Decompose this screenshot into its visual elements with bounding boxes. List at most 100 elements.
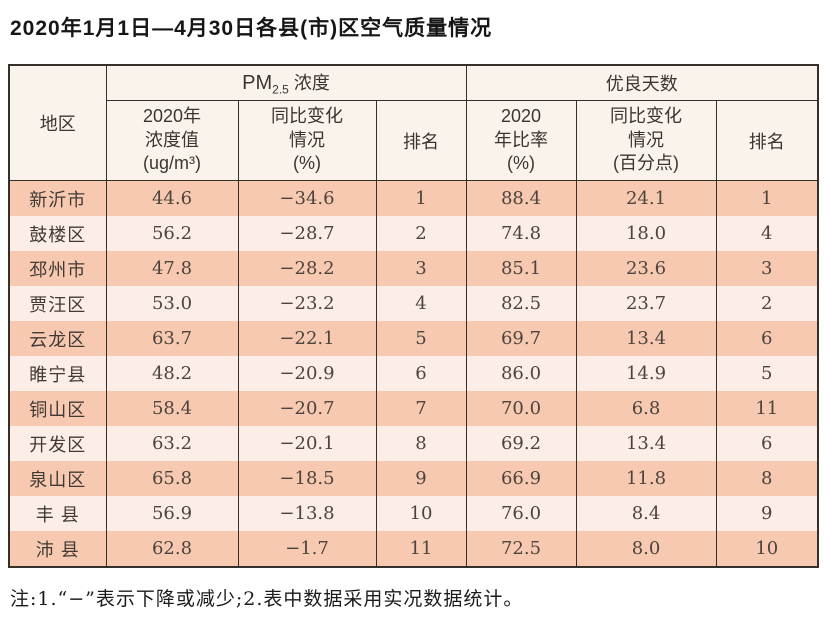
table-body: 新沂市 44.6 −34.6 1 88.4 24.1 1 鼓楼区 56.2 −2… [8,180,819,567]
pm25-label-subscript: 2.5 [272,82,289,97]
header-pm25-rank: 排名 [375,100,467,181]
good-days-change-cell: 8.4 [575,496,717,531]
pm25-value-cell: 63.2 [105,426,239,461]
good-days-change-cell: 23.6 [575,251,717,286]
good-days-change-cell: 13.4 [575,321,717,356]
region-cell: 泉山区 [8,461,107,496]
table-row: 丰 县 56.9 −13.8 10 76.0 8.4 9 [8,496,819,531]
page-title: 2020年1月1日—4月30日各县(市)区空气质量情况 [10,17,493,40]
pm25-rank-cell: 10 [375,496,467,531]
good-days-change-cell: 11.8 [575,461,717,496]
good-days-rate-cell: 86.0 [465,356,577,391]
region-cell: 丰 县 [8,496,107,531]
pm25-rank-cell: 2 [375,216,467,251]
good-days-rank-cell: 3 [715,251,819,286]
good-days-rate-cell: 74.8 [465,216,577,251]
table-row: 沛 县 62.8 −1.7 11 72.5 8.0 10 [8,531,819,567]
pm25-change-cell: −22.1 [237,321,377,356]
pm25-value-cell: 56.9 [105,496,239,531]
table-row: 邳州市 47.8 −28.2 3 85.1 23.6 3 [8,251,819,286]
header-pm25-change: 同比变化 情况 (%) [237,100,377,181]
pm25-rank-cell: 9 [375,461,467,496]
good-days-change-cell: 13.4 [575,426,717,461]
pm25-value-cell: 58.4 [105,391,239,426]
good-days-rank-cell: 8 [715,461,819,496]
region-cell: 云龙区 [8,321,107,356]
region-cell: 邳州市 [8,251,107,286]
pm25-rank-cell: 7 [375,391,467,426]
pm25-value-cell: 56.2 [105,216,239,251]
pm25-change-cell: −13.8 [237,496,377,531]
pm25-value-cell: 44.6 [105,180,239,216]
region-cell: 新沂市 [8,180,107,216]
table-header: 地区 PM2.5 浓度 优良天数 2020年 浓度值 (ug/m³) 同比变化 … [8,64,819,181]
good-days-change-cell: 23.7 [575,286,717,321]
table-row: 云龙区 63.7 −22.1 5 69.7 13.4 6 [8,321,819,356]
pm25-value-cell: 63.7 [105,321,239,356]
pm25-label-suffix: 浓度 [288,73,330,94]
table-row: 贾汪区 53.0 −23.2 4 82.5 23.7 2 [8,286,819,321]
good-days-rank-cell: 2 [715,286,819,321]
table-row: 开发区 63.2 −20.1 8 69.2 13.4 6 [8,426,819,461]
good-days-rate-cell: 69.7 [465,321,577,356]
header-good-days-group: 优良天数 [465,64,819,101]
table-row: 新沂市 44.6 −34.6 1 88.4 24.1 1 [8,180,819,216]
header-group-row: 地区 PM2.5 浓度 优良天数 [8,64,819,181]
header-region: 地区 [8,64,107,181]
good-days-rank-cell: 11 [715,391,819,426]
good-days-rate-cell: 66.9 [465,461,577,496]
good-days-rank-cell: 6 [715,426,819,461]
pm25-rank-cell: 5 [375,321,467,356]
good-days-rank-cell: 5 [715,356,819,391]
header-good-days-change: 同比变化 情况 (百分点) [575,100,717,181]
pm25-value-cell: 47.8 [105,251,239,286]
table-row: 睢宁县 48.2 −20.9 6 86.0 14.9 5 [8,356,819,391]
pm25-rank-cell: 6 [375,356,467,391]
good-days-change-cell: 8.0 [575,531,717,567]
pm25-change-cell: −28.2 [237,251,377,286]
air-quality-table: 地区 PM2.5 浓度 优良天数 2020年 浓度值 (ug/m³) 同比变化 … [8,64,820,568]
table-row: 铜山区 58.4 −20.7 7 70.0 6.8 11 [8,391,819,426]
table-row: 泉山区 65.8 −18.5 9 66.9 11.8 8 [8,461,819,496]
pm25-change-cell: −18.5 [237,461,377,496]
good-days-change-cell: 14.9 [575,356,717,391]
good-days-change-cell: 18.0 [575,216,717,251]
pm25-change-cell: −20.7 [237,391,377,426]
pm25-change-cell: −20.1 [237,426,377,461]
pm25-change-cell: −1.7 [237,531,377,567]
good-days-rank-cell: 10 [715,531,819,567]
region-cell: 铜山区 [8,391,107,426]
pm25-value-cell: 53.0 [105,286,239,321]
good-days-change-cell: 6.8 [575,391,717,426]
footnote: 注:1.“−”表示下降或减少;2.表中数据采用实况数据统计。 [10,588,524,610]
pm25-change-cell: −20.9 [237,356,377,391]
pm25-value-cell: 65.8 [105,461,239,496]
good-days-rate-cell: 88.4 [465,180,577,216]
good-days-rate-cell: 76.0 [465,496,577,531]
good-days-rate-cell: 85.1 [465,251,577,286]
pm25-value-cell: 48.2 [105,356,239,391]
region-cell: 睢宁县 [8,356,107,391]
good-days-rank-cell: 4 [715,216,819,251]
good-days-rank-cell: 9 [715,496,819,531]
pm25-rank-cell: 3 [375,251,467,286]
good-days-rate-cell: 69.2 [465,426,577,461]
header-sub-row: 2020年 浓度值 (ug/m³) 同比变化 情况 (%) 排名 2020 年比… [9,100,819,181]
pm25-rank-cell: 8 [375,426,467,461]
pm25-label-prefix: PM [242,72,273,95]
header-good-days-rank: 排名 [715,100,819,181]
good-days-change-cell: 24.1 [575,180,717,216]
good-days-rate-cell: 72.5 [465,531,577,567]
pm25-value-cell: 62.8 [105,531,239,567]
header-pm25-value: 2020年 浓度值 (ug/m³) [105,100,239,181]
header-good-days-rate: 2020 年比率 (%) [465,100,577,181]
table-row: 鼓楼区 56.2 −28.7 2 74.8 18.0 4 [8,216,819,251]
good-days-rate-cell: 82.5 [465,286,577,321]
pm25-change-cell: −28.7 [237,216,377,251]
region-cell: 沛 县 [8,531,107,567]
pm25-rank-cell: 1 [375,180,467,216]
pm25-change-cell: −34.6 [237,180,377,216]
header-pm25-group: PM2.5 浓度 [105,64,467,101]
region-cell: 贾汪区 [8,286,107,321]
